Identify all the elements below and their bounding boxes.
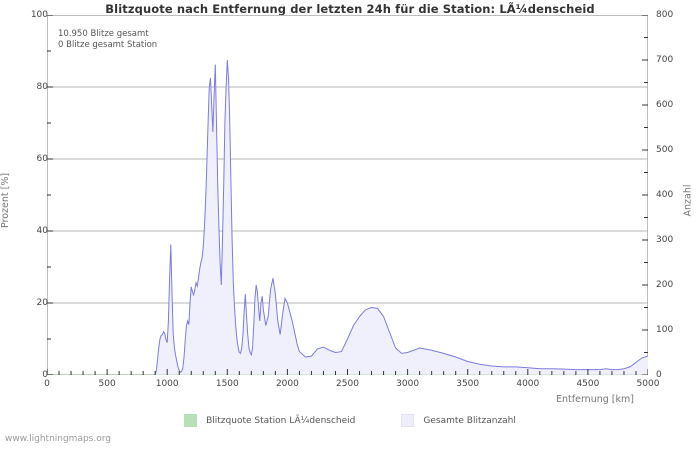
x-axis-tick-label: 5000 [636, 379, 660, 389]
legend-item-station-rate[interactable]: Blitzquote Station LÃ¼denscheid [184, 414, 355, 427]
chart-canvas [47, 15, 648, 375]
y-axis-right-tick-label: 200 [656, 280, 674, 290]
y-axis-right-tick-label: 300 [656, 235, 674, 245]
site-footer: www.lightningmaps.org [5, 434, 111, 444]
legend-swatch-lavender [401, 414, 415, 427]
y-axis-right-label: Anzahl [682, 184, 694, 217]
y-axis-right-tick-label: 600 [656, 100, 674, 110]
x-axis-tick-label: 4500 [576, 379, 600, 389]
y-axis-left-tick-label: 40 [36, 226, 48, 236]
y-axis-right-tick-label: 100 [656, 325, 674, 335]
x-axis-tick-label: 1000 [155, 379, 179, 389]
legend-label-total-count: Gesamte Blitzanzahl [423, 415, 516, 426]
y-axis-right-tick-label: 500 [656, 145, 674, 155]
annotation-line-1: 10.950 Blitze gesamt [58, 29, 149, 39]
annotation-line-2: 0 Blitze gesamt Station [58, 40, 158, 50]
area-fill-total-count [47, 60, 648, 375]
chart-legend: Blitzquote Station LÃ¼denscheid Gesamte … [0, 414, 700, 427]
total-strikes-annotation: 10.950 Blitze gesamt 0 Blitze gesamt Sta… [58, 29, 157, 51]
x-axis-tick-label: 2500 [336, 379, 359, 389]
legend-label-station-rate: Blitzquote Station LÃ¼denscheid [206, 415, 356, 426]
y-axis-left-tick-label: 100 [30, 10, 48, 20]
y-axis-left-label: Prozent [%] [0, 172, 12, 229]
gridlines [47, 86, 648, 304]
x-axis-label: Entfernung [km] [556, 394, 634, 405]
x-axis-tick-label: 3500 [456, 379, 480, 389]
x-axis-tick-label: 2000 [275, 379, 299, 389]
x-axis-tick-label: 4000 [516, 379, 540, 389]
x-axis-tick-label: 3000 [396, 379, 420, 389]
y-axis-left-tick-label: 80 [36, 82, 48, 92]
plot-area [47, 15, 648, 375]
y-axis-right-tick-label: 700 [656, 55, 674, 65]
x-axis-tick-label: 0 [44, 379, 50, 389]
y-axis-right-tick-label: 0 [656, 370, 662, 380]
y-axis-left-tick-label: 20 [36, 298, 48, 308]
x-axis-tick-label: 500 [98, 379, 116, 389]
legend-swatch-green [184, 414, 198, 427]
chart-title: Blitzquote nach Entfernung der letzten 2… [105, 2, 595, 16]
y-axis-left-tick-label: 60 [36, 154, 48, 164]
legend-item-total-count[interactable]: Gesamte Blitzanzahl [401, 414, 516, 427]
line-total-count [47, 59, 648, 375]
y-axis-right-tick-label: 400 [656, 190, 674, 200]
x-axis-tick-label: 1500 [215, 379, 239, 389]
y-axis-right-tick-label: 800 [656, 10, 674, 20]
series-layer [47, 59, 648, 375]
tick-marks [47, 15, 648, 375]
y-axis-left-tick-label: 0 [42, 370, 48, 380]
